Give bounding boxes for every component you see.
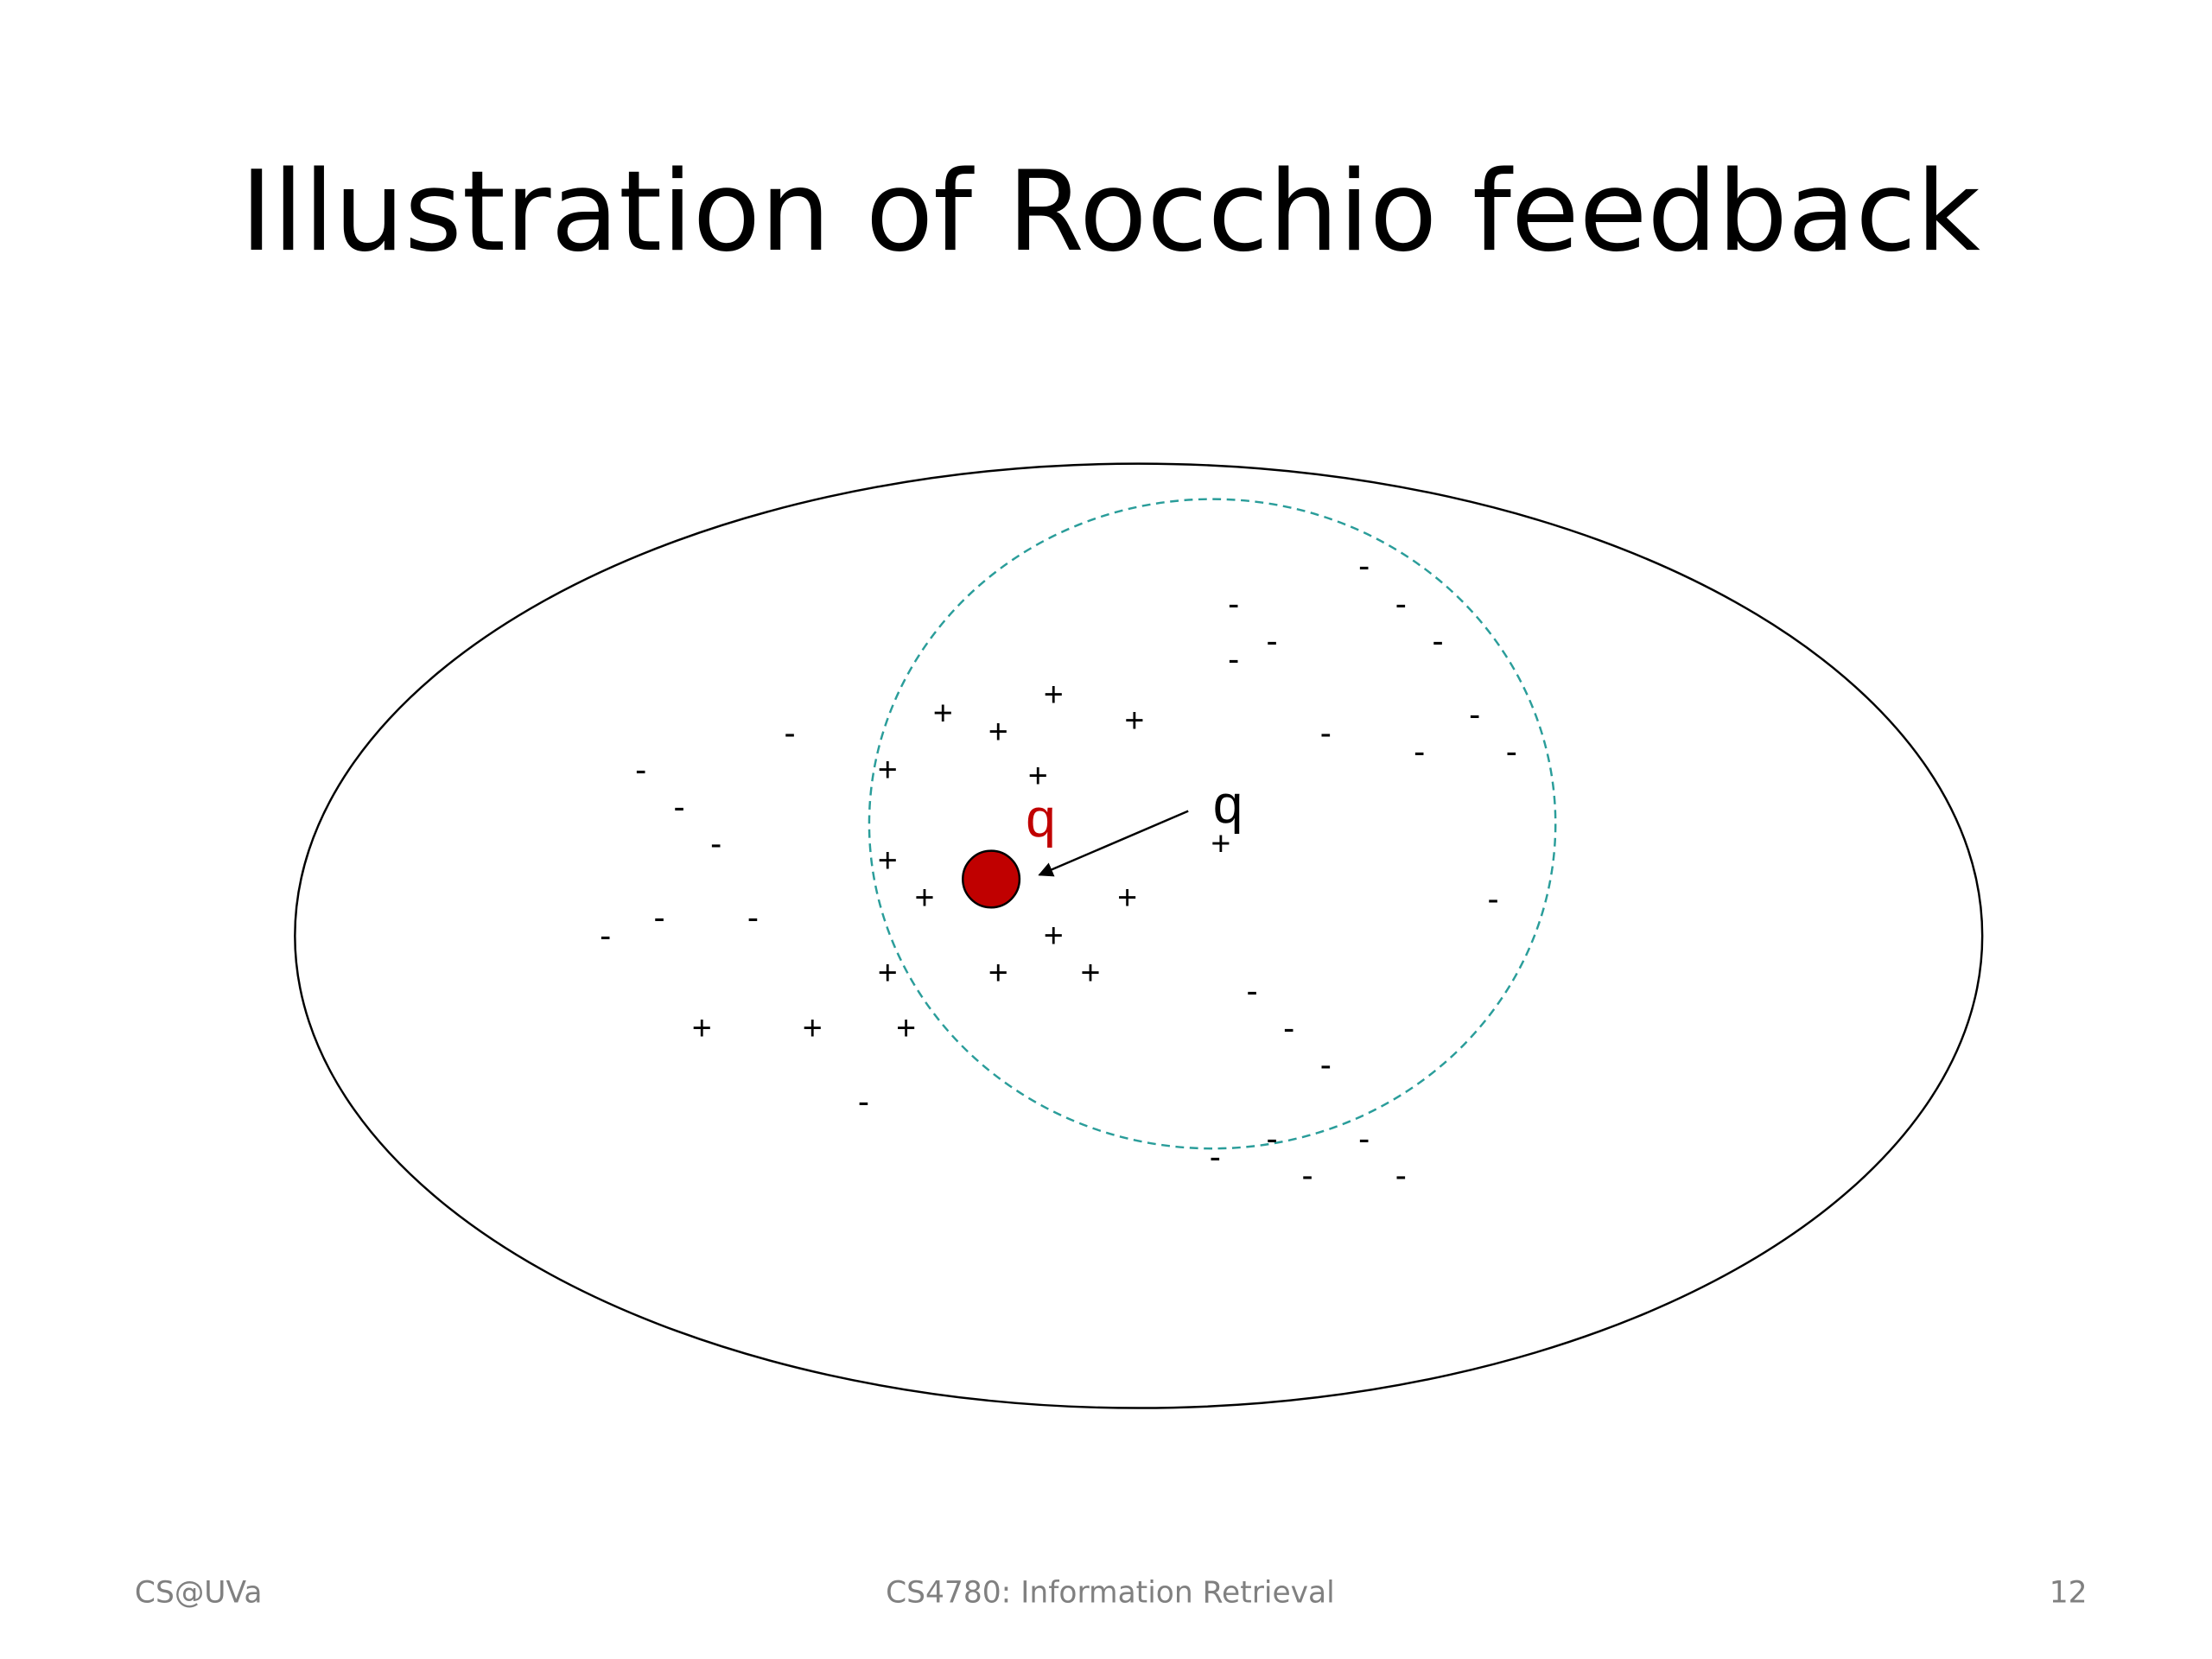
document-point: - xyxy=(673,788,684,826)
document-point: + xyxy=(1124,702,1144,740)
document-point: - xyxy=(1506,733,1517,771)
document-space xyxy=(294,462,1984,1409)
document-point: - xyxy=(1301,1157,1313,1195)
document-point: - xyxy=(1358,1120,1370,1158)
document-point: + xyxy=(988,713,1008,751)
document-point: + xyxy=(878,954,898,992)
document-point: + xyxy=(988,954,1008,992)
original-query-label: q xyxy=(1213,775,1243,835)
document-point: + xyxy=(1028,757,1048,795)
document-point: - xyxy=(784,715,795,753)
document-point: - xyxy=(1246,972,1257,1010)
document-point: - xyxy=(1487,880,1498,918)
footer-right: 12 xyxy=(2050,1575,2088,1610)
footer-left: CS@UVa xyxy=(135,1575,263,1610)
document-point: - xyxy=(1266,622,1277,660)
document-point: - xyxy=(1432,622,1443,660)
new-query-point xyxy=(962,849,1021,909)
document-point: - xyxy=(1358,547,1370,585)
document-point: + xyxy=(878,751,898,789)
document-point: - xyxy=(1210,1138,1221,1176)
document-point: - xyxy=(1320,715,1332,753)
document-point: - xyxy=(1414,733,1425,771)
document-point: - xyxy=(1395,1157,1407,1195)
document-point: - xyxy=(1395,585,1407,623)
document-point: - xyxy=(1320,1046,1332,1084)
footer-center: CS4780: Information Retrieval xyxy=(886,1575,1335,1610)
document-point: - xyxy=(635,751,646,789)
document-point: - xyxy=(1266,1120,1277,1158)
document-point: - xyxy=(747,899,759,937)
document-point: - xyxy=(1469,696,1480,734)
document-point: - xyxy=(1228,640,1239,678)
document-point: - xyxy=(710,825,721,863)
document-point: + xyxy=(1080,954,1100,992)
document-point: + xyxy=(933,695,953,733)
document-point: + xyxy=(1211,825,1230,863)
document-point: - xyxy=(654,899,665,937)
new-query-label: q xyxy=(1026,789,1056,849)
document-point: - xyxy=(858,1083,869,1121)
document-point: + xyxy=(896,1009,916,1047)
document-point: + xyxy=(1044,917,1064,955)
document-point: + xyxy=(803,1009,823,1047)
document-point: + xyxy=(878,842,898,880)
query-shift-arrow xyxy=(1038,810,1189,877)
document-point: - xyxy=(600,917,611,955)
slide-title: Illustration of Rocchio feedback xyxy=(240,148,1980,276)
document-point: - xyxy=(1283,1009,1294,1047)
document-point: - xyxy=(1228,585,1239,623)
document-point: + xyxy=(914,879,934,917)
document-point: + xyxy=(1044,676,1064,714)
points: ++ + ++ +++ ++++ + ++ + +-- -- ---- - - ------ -------… xyxy=(600,547,1517,1195)
document-point: + xyxy=(1117,879,1137,917)
document-point: + xyxy=(692,1009,712,1047)
retrieval-region xyxy=(868,498,1557,1150)
